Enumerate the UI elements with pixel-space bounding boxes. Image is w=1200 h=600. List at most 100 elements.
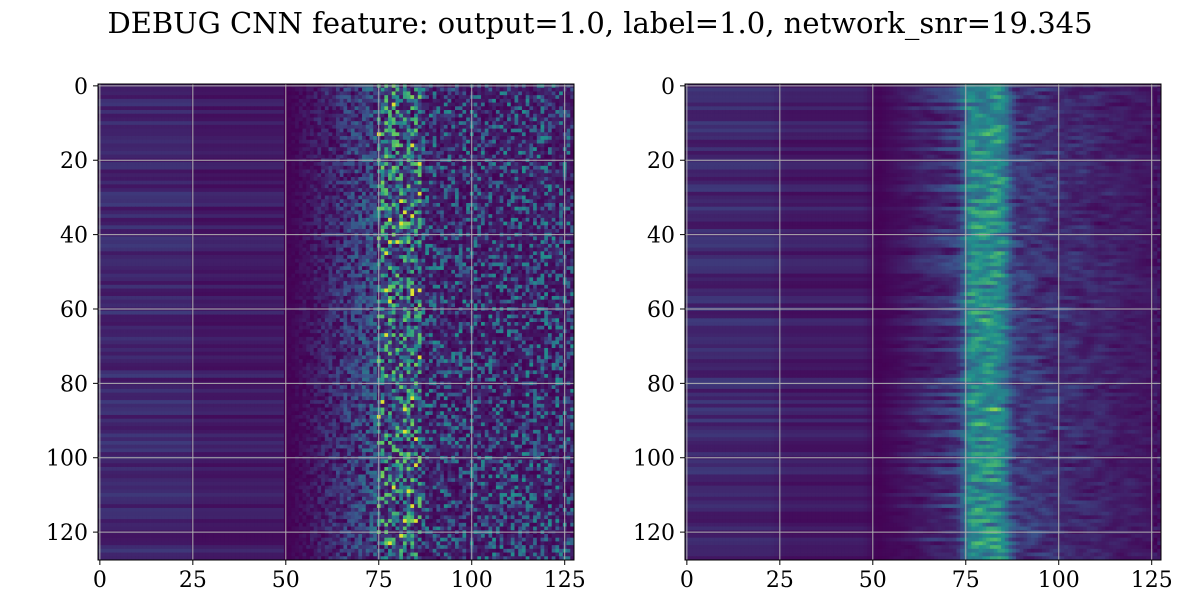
heatmap-cell [124, 176, 129, 182]
heatmap-cell [402, 91, 408, 96]
heatmap-cell [235, 143, 240, 148]
heatmap-cell [198, 165, 203, 170]
heatmap-cell [124, 225, 129, 230]
heatmap-cell [507, 124, 512, 130]
heatmap-cell [443, 225, 448, 230]
heatmap-cell [566, 136, 571, 141]
heatmap-cell [432, 136, 437, 141]
heatmap-cell [105, 195, 110, 200]
heatmap-cell [443, 124, 448, 130]
heatmap-cell [518, 150, 523, 156]
heatmap-cell [495, 162, 501, 167]
heatmap-cell [570, 184, 575, 189]
heatmap-cell [131, 124, 136, 130]
heatmap-cell [533, 91, 538, 96]
heatmap-cell [358, 132, 363, 137]
heatmap-cell [533, 87, 538, 92]
heatmap-cell [321, 180, 326, 185]
heatmap-cell [112, 98, 117, 103]
heatmap-cell [176, 121, 181, 126]
heatmap-cell [458, 169, 463, 174]
heatmap-cell [458, 143, 463, 148]
heatmap-cell [105, 191, 110, 196]
heatmap-cell [395, 199, 400, 204]
heatmap-cell [138, 206, 144, 211]
heatmap-cell [332, 98, 337, 103]
heatmap-cell [432, 206, 437, 211]
heatmap-cell [551, 199, 556, 204]
heatmap-cell [131, 199, 136, 204]
heatmap-cell [313, 132, 318, 137]
heatmap-cell [451, 124, 456, 130]
heatmap-cell [414, 199, 419, 204]
heatmap-cell [458, 128, 463, 133]
heatmap-cell [228, 143, 233, 148]
heatmap-cell [514, 195, 519, 200]
heatmap-cell [168, 121, 173, 126]
heatmap-cell [521, 124, 527, 130]
heatmap-cell [447, 113, 452, 118]
heatmap-cell [202, 121, 207, 126]
heatmap-cell [421, 106, 426, 111]
heatmap-cell [321, 176, 326, 182]
heatmap-cell [250, 210, 255, 215]
heatmap-cell [529, 184, 534, 189]
heatmap-cell [131, 132, 136, 137]
heatmap-cell [172, 214, 177, 219]
heatmap-cell [399, 203, 404, 208]
heatmap-cell [343, 147, 348, 152]
heatmap-cell [365, 98, 370, 103]
heatmap-cell [246, 210, 251, 215]
heatmap-cell [432, 214, 437, 219]
heatmap-cell [399, 87, 404, 92]
heatmap-cell [343, 184, 348, 189]
heatmap-cell [477, 110, 482, 115]
heatmap-cell [224, 121, 229, 126]
heatmap-cell [484, 150, 489, 156]
heatmap-cell [213, 102, 218, 107]
heatmap-cell [295, 221, 300, 226]
heatmap-cell [406, 147, 411, 152]
heatmap-cell [425, 217, 430, 222]
heatmap-cell [220, 191, 225, 196]
heatmap-cell [313, 113, 318, 118]
heatmap-cell [138, 214, 144, 219]
heatmap-cell [112, 136, 117, 141]
heatmap-cell [362, 124, 367, 130]
heatmap-cell [536, 173, 541, 178]
heatmap-cell [150, 188, 155, 193]
heatmap-cell [120, 206, 125, 211]
heatmap-cell [254, 113, 259, 118]
heatmap-cell [391, 199, 396, 204]
heatmap-cell [384, 210, 389, 215]
heatmap-cell [272, 102, 277, 107]
heatmap-cell [168, 214, 173, 219]
heatmap-cell [365, 113, 370, 118]
heatmap-cell [261, 150, 266, 156]
heatmap-cell [265, 110, 270, 115]
heatmap-cell [399, 136, 404, 141]
heatmap-cell [153, 113, 158, 118]
heatmap-cell [298, 206, 303, 211]
heatmap-cell [488, 143, 493, 148]
heatmap-cell [176, 98, 181, 103]
heatmap-cell [179, 121, 184, 126]
heatmap-cell [161, 225, 166, 230]
heatmap-cell [124, 147, 129, 152]
heatmap-cell [150, 150, 155, 156]
heatmap-cell [495, 169, 501, 174]
heatmap-cell [172, 165, 177, 170]
heatmap-cell [239, 210, 244, 215]
heatmap-cell [436, 150, 441, 156]
heatmap-cell [116, 98, 121, 103]
heatmap-cell [224, 214, 229, 219]
heatmap-cell [246, 180, 251, 185]
heatmap-cell [402, 225, 408, 230]
heatmap-cell [414, 203, 419, 208]
heatmap-cell [280, 188, 285, 193]
heatmap-cell [295, 195, 300, 200]
heatmap-cell [410, 147, 415, 152]
heatmap-cell [176, 217, 181, 222]
heatmap-cell [164, 87, 170, 92]
heatmap-cell [176, 150, 181, 156]
